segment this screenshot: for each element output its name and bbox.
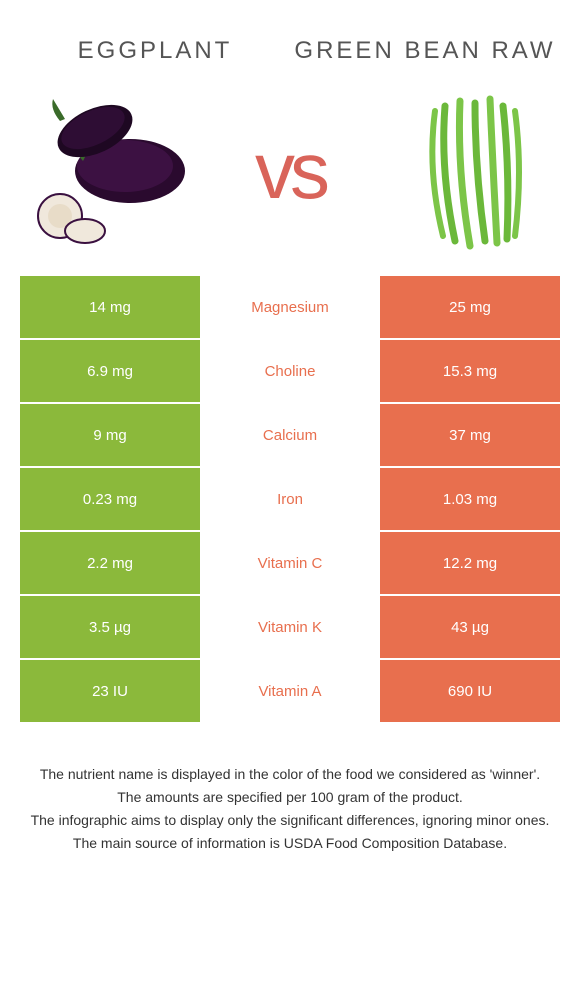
vs-label: vs [255, 125, 325, 217]
nutrient-name: Choline [200, 340, 380, 404]
left-value: 23 IU [20, 660, 200, 724]
footnote-line: The infographic aims to display only the… [20, 810, 560, 831]
table-row: 0.23 mgIron1.03 mg [20, 468, 560, 532]
nutrient-name: Vitamin A [200, 660, 380, 724]
nutrient-name: Magnesium [200, 276, 380, 340]
left-value: 2.2 mg [20, 532, 200, 596]
nutrient-table: 14 mgMagnesium25 mg6.9 mgCholine15.3 mg9… [20, 276, 560, 724]
table-row: 23 IUVitamin A690 IU [20, 660, 560, 724]
left-value: 6.9 mg [20, 340, 200, 404]
footnotes: The nutrient name is displayed in the co… [0, 724, 580, 876]
left-value: 9 mg [20, 404, 200, 468]
left-value: 3.5 µg [20, 596, 200, 660]
footnote-line: The nutrient name is displayed in the co… [20, 764, 560, 785]
left-value: 0.23 mg [20, 468, 200, 532]
left-food-image [25, 91, 195, 251]
images-row: vs [0, 76, 580, 276]
table-row: 6.9 mgCholine15.3 mg [20, 340, 560, 404]
nutrient-name: Vitamin C [200, 532, 380, 596]
right-value: 12.2 mg [380, 532, 560, 596]
footnote-line: The main source of information is USDA F… [20, 833, 560, 854]
left-value: 14 mg [20, 276, 200, 340]
nutrient-name: Iron [200, 468, 380, 532]
right-value: 37 mg [380, 404, 560, 468]
header: Eggplant Green bean raw [0, 0, 580, 76]
table-row: 14 mgMagnesium25 mg [20, 276, 560, 340]
right-value: 25 mg [380, 276, 560, 340]
right-food-image [385, 91, 555, 251]
right-value: 43 µg [380, 596, 560, 660]
right-value: 690 IU [380, 660, 560, 724]
left-food-title: Eggplant [20, 35, 290, 66]
nutrient-name: Vitamin K [200, 596, 380, 660]
footnote-line: The amounts are specified per 100 gram o… [20, 787, 560, 808]
right-value: 1.03 mg [380, 468, 560, 532]
table-row: 9 mgCalcium37 mg [20, 404, 560, 468]
table-row: 3.5 µgVitamin K43 µg [20, 596, 560, 660]
table-row: 2.2 mgVitamin C12.2 mg [20, 532, 560, 596]
right-value: 15.3 mg [380, 340, 560, 404]
right-food-title: Green bean raw [290, 35, 560, 66]
nutrient-name: Calcium [200, 404, 380, 468]
